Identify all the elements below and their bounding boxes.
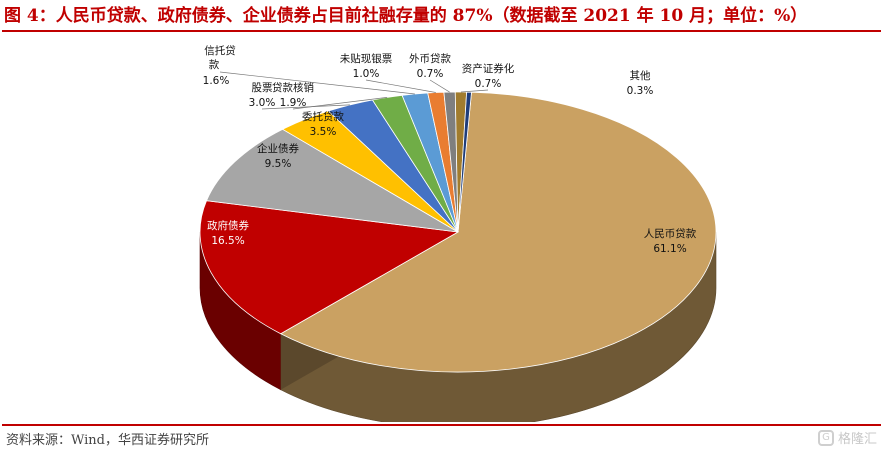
- footer-rule: [2, 424, 881, 426]
- data-label-10: 其他 0.3%: [627, 69, 654, 97]
- label-category-cont-6: 款: [209, 58, 220, 71]
- label-category-7: 未贴现银票: [340, 52, 393, 65]
- label-value-1: 16.5%: [211, 235, 244, 247]
- leader-line-4: [261, 104, 350, 110]
- data-label-2: 企业债券 9.5%: [257, 142, 299, 170]
- pie-slices: [199, 91, 717, 373]
- label-value-4: 3.0%: [249, 97, 276, 109]
- label-category-2: 企业债券: [257, 142, 299, 155]
- data-labels: 人民币贷款 61.1% 政府债券 16.5% 企业债券 9.5% 委托贷款 3.5% 股票 3.0…: [203, 44, 697, 255]
- source-note: 资料来源：Wind，华西证券研究所: [6, 433, 209, 448]
- leader-line-6: [219, 71, 415, 95]
- label-category-5: 贷款核销: [272, 81, 314, 94]
- figure-title: 图 4：人民币贷款、政府债券、企业债券占目前社融存量的 87%（数据截至 202…: [4, 6, 808, 26]
- data-label-0: 人民币贷款 61.1%: [644, 227, 697, 255]
- label-category-9: 资产证券化: [462, 62, 515, 75]
- leader-line-8: [429, 79, 450, 93]
- pie-chart: 人民币贷款 61.1% 政府债券 16.5% 企业债券 9.5% 委托贷款 3.5% 股票 3.0…: [199, 44, 717, 422]
- pie-slice-10: [457, 91, 472, 233]
- label-category-0: 人民币贷款: [644, 227, 697, 240]
- pie-slice-0: [279, 91, 717, 373]
- label-category-4: 股票: [252, 82, 273, 94]
- data-label-8: 外币贷款 0.7%: [409, 52, 451, 80]
- label-value-5: 1.9%: [280, 97, 307, 109]
- label-value-8: 0.7%: [417, 68, 444, 80]
- data-label-9: 资产证券化 0.7%: [462, 62, 515, 90]
- pie-slice-1: [199, 200, 460, 335]
- leader-line-5: [292, 97, 388, 110]
- data-label-7: 未贴现银票 1.0%: [340, 52, 393, 80]
- watermark-logo-icon: G: [817, 429, 834, 446]
- title-rule: [2, 30, 881, 32]
- label-value-3: 3.5%: [310, 126, 337, 138]
- label-value-7: 1.0%: [353, 68, 380, 80]
- leader-line-9: [460, 89, 489, 93]
- label-category-8: 外币贷款: [409, 52, 451, 65]
- label-value-10: 0.3%: [627, 85, 654, 97]
- label-category-1: 政府债券: [207, 219, 249, 232]
- data-label-5: 贷款核销 1.9%: [272, 81, 314, 109]
- label-value-9: 0.7%: [475, 78, 502, 90]
- leader-line-7: [365, 79, 436, 93]
- label-value-2: 9.5%: [265, 158, 292, 170]
- data-label-3: 委托贷款 3.5%: [302, 110, 344, 138]
- watermark-text: 格隆汇: [837, 432, 877, 447]
- label-category-10: 其他: [630, 69, 651, 82]
- label-category-3: 委托贷款: [302, 110, 344, 123]
- label-category-6: 信托贷: [204, 44, 236, 57]
- label-value-6: 1.6%: [203, 75, 230, 87]
- data-label-1: 政府债券 16.5%: [207, 219, 249, 247]
- data-label-4: 股票 3.0%: [249, 82, 276, 109]
- leader-lines: [219, 71, 489, 110]
- watermark: G 格隆汇: [817, 428, 877, 447]
- label-value-0: 61.1%: [653, 243, 686, 255]
- pie-slice-2: [205, 128, 459, 233]
